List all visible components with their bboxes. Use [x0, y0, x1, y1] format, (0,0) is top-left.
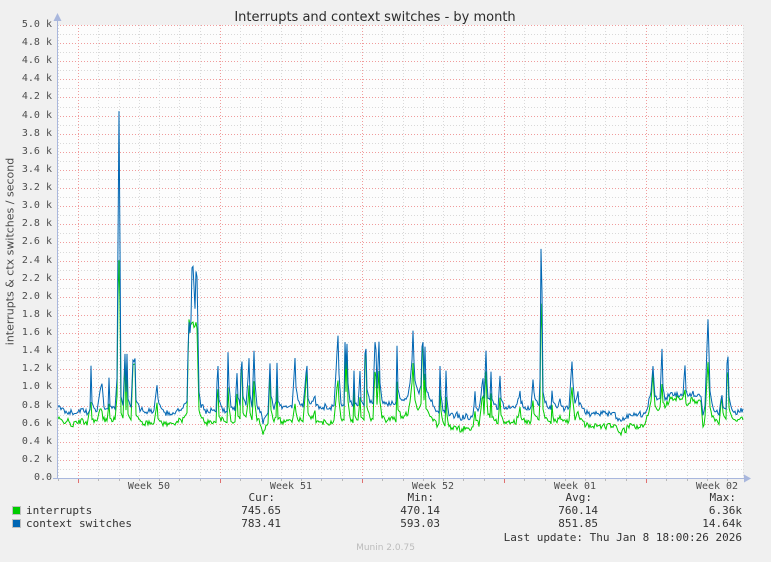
interrupts-min: 470.14	[400, 504, 440, 517]
col-header-cur: Cur:	[248, 491, 276, 504]
context-switches-max: 14.64k	[702, 517, 742, 530]
y-tick-label: 4.6 k	[21, 55, 52, 67]
context-switches-min: 593.03	[400, 517, 440, 530]
y-tick-label: 3.4 k	[21, 163, 52, 175]
y-tick-label: 3.6 k	[21, 145, 52, 157]
y-tick-label: 0.2 k	[21, 453, 52, 465]
munin-version: Munin 2.0.75	[356, 543, 415, 553]
y-tick-label: 0.4 k	[21, 435, 52, 447]
context-switches-label: context switches	[26, 517, 132, 530]
y-tick-label: 4.8 k	[21, 37, 52, 49]
y-tick-label: 2.6 k	[21, 236, 52, 248]
x-tick-label: Week 52	[411, 481, 455, 492]
col-header-avg: Avg:	[565, 491, 593, 504]
y-tick-label: 5.0 k	[21, 19, 52, 30]
y-tick-label: 3.2 k	[21, 182, 52, 194]
interrupts-avg: 760.14	[558, 504, 598, 517]
y-tick-label: 3.8 k	[21, 127, 52, 139]
y-tick-label: 1.4 k	[21, 345, 52, 357]
context-switches-swatch	[12, 519, 21, 528]
last-update: Last update: Thu Jan 8 18:00:26 2026	[503, 531, 742, 544]
y-tick-label: 2.0 k	[21, 290, 52, 302]
y-tick-label: 1.2 k	[21, 363, 52, 375]
y-tick-label: 4.0 k	[21, 109, 52, 121]
y-tick-label: 0.6 k	[21, 417, 52, 429]
chart-title: Interrupts and context switches - by mon…	[234, 10, 516, 25]
col-header-min: Min:	[407, 491, 435, 504]
y-tick-label: 2.4 k	[21, 254, 52, 266]
y-tick-label: 1.0 k	[21, 381, 52, 393]
legend-header-row: Cur: Min: Avg: Max:	[0, 0, 737, 504]
y-tick-label: 3.0 k	[21, 200, 52, 212]
y-tick-label: 1.6 k	[21, 327, 52, 339]
x-tick-label: Week 51	[269, 481, 313, 492]
interrupts-swatch	[12, 506, 21, 515]
interrupts-label: interrupts	[26, 504, 93, 517]
y-tick-label: 0.0	[33, 472, 52, 483]
y-tick-label: 2.8 k	[21, 218, 52, 230]
y-tick-label: 0.8 k	[21, 399, 52, 411]
context-switches-avg: 851.85	[558, 517, 598, 530]
y-tick-label: 4.4 k	[21, 73, 52, 85]
legend-row-context-switches: context switches 783.41 593.03 851.85 14…	[0, 0, 742, 530]
x-tick-label: Week 02	[695, 481, 739, 492]
legend-row-interrupts: interrupts 745.65 470.14 760.14 6.36k	[0, 0, 742, 517]
col-header-max: Max:	[709, 491, 737, 504]
y-tick-label: 2.2 k	[21, 272, 52, 284]
y-tick-label: 4.2 k	[21, 91, 52, 103]
x-tick-label: Week 01	[553, 481, 597, 492]
context-switches-cur: 783.41	[241, 517, 281, 530]
x-tick-label: Week 50	[127, 481, 171, 492]
interrupts-max: 6.36k	[708, 504, 742, 517]
interrupts-cur: 745.65	[241, 504, 281, 517]
y-tick-label: 1.8 k	[21, 308, 52, 320]
